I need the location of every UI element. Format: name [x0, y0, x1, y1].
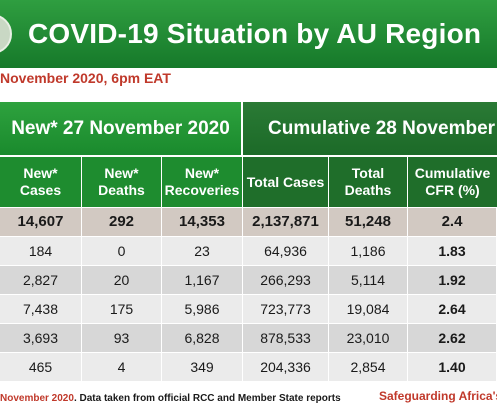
title-banner: COVID-19 Situation by AU Region [0, 0, 497, 68]
au-logo [0, 14, 12, 54]
table-cell: 51,248 [329, 208, 408, 236]
column-header-new-deaths: New* Deaths [82, 157, 161, 207]
column-header-cumulative-cfr: Cumulative CFR (%) [408, 157, 497, 207]
table-cell: 184 [0, 237, 82, 265]
table-cell: 7,438 [0, 295, 82, 323]
column-header-line: New* [104, 165, 139, 181]
table-cell: 3,693 [0, 324, 82, 352]
table-cell: 5,986 [162, 295, 243, 323]
table-cell: 1.40 [408, 353, 497, 381]
table-cell: 1.92 [408, 266, 497, 294]
table-cell: 204,336 [243, 353, 329, 381]
source-note: November 2020. Data taken from official … [0, 393, 341, 404]
column-header-line: Cumulative [414, 165, 491, 181]
table-cell: 6,828 [162, 324, 243, 352]
table-cell: 20 [82, 266, 162, 294]
table-cell: 2.4 [408, 208, 497, 236]
table-cell: 2,137,871 [243, 208, 329, 236]
table-cell: 0 [82, 237, 162, 265]
table-cell: 2.62 [408, 324, 497, 352]
table-cell: 23 [162, 237, 243, 265]
table-cell: 5,114 [329, 266, 408, 294]
table-cell: 93 [82, 324, 162, 352]
situation-table: New* 27 November 2020 Cumulative 28 Nove… [0, 102, 497, 384]
column-header-line: Deaths [344, 182, 392, 198]
tagline: Safeguarding Africa's Heal [379, 389, 497, 403]
table-cell: 64,936 [243, 237, 329, 265]
table-cell: 465 [0, 353, 82, 381]
table-cell: 4 [82, 353, 162, 381]
table-cell: 19,084 [329, 295, 408, 323]
cumulative-group-header: Cumulative 28 November 2 [243, 102, 497, 155]
column-header-total-deaths: Total Deaths [329, 157, 407, 207]
table-row: 3,693 93 6,828 878,533 23,010 2.62 [0, 324, 497, 352]
column-header-line: New* [184, 165, 220, 181]
source-note-text: . Data taken from official RCC and Membe… [73, 393, 341, 404]
column-header-line: Deaths [98, 182, 145, 198]
table-cell: 1,186 [329, 237, 408, 265]
table-cell: 292 [82, 208, 162, 236]
table-row-total: 14,607 292 14,353 2,137,871 51,248 2.4 [0, 208, 497, 236]
column-header-line: Total Cases [246, 173, 325, 190]
column-header-line: Cases [19, 182, 62, 198]
table-row: 465 4 349 204,336 2,854 1.40 [0, 353, 497, 381]
column-header-new-recoveries: New* Recoveries [162, 157, 242, 207]
table-cell: 723,773 [243, 295, 329, 323]
table-row: 184 0 23 64,936 1,186 1.83 [0, 237, 497, 265]
table-cell: 878,533 [243, 324, 329, 352]
table-cell: 175 [82, 295, 162, 323]
column-header-line: Recoveries [164, 182, 240, 198]
new-cases-group-header: New* 27 November 2020 [0, 102, 241, 155]
table-cell: 2.64 [408, 295, 497, 323]
table-cell: 2,854 [329, 353, 408, 381]
table-cell: 14,607 [0, 208, 82, 236]
table-cell: 14,353 [162, 208, 243, 236]
page-title: COVID-19 Situation by AU Region [28, 18, 482, 49]
table-cell: 1,167 [162, 266, 243, 294]
table-cell: 266,293 [243, 266, 329, 294]
column-header-line: CFR (%) [425, 182, 480, 198]
column-header-line: New* [23, 165, 58, 181]
column-header-new-cases: New* Cases [0, 157, 81, 207]
report-date: November 2020, 6pm EAT [0, 70, 171, 86]
column-header-total-cases: Total Cases [243, 157, 328, 207]
table-cell: 1.83 [408, 237, 497, 265]
table-row: 7,438 175 5,986 723,773 19,084 2.64 [0, 295, 497, 323]
table-cell: 2,827 [0, 266, 82, 294]
table-cell: 349 [162, 353, 243, 381]
table-cell: 23,010 [329, 324, 408, 352]
column-header-line: Total [351, 165, 385, 181]
source-note-date: November 2020 [0, 393, 74, 404]
table-row: 2,827 20 1,167 266,293 5,114 1.92 [0, 266, 497, 294]
